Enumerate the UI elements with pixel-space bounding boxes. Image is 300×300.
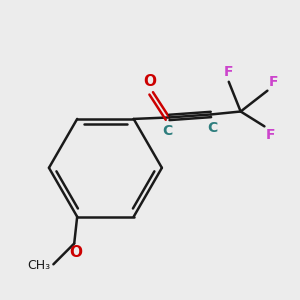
Text: C: C bbox=[207, 121, 218, 135]
Text: O: O bbox=[143, 74, 157, 88]
Text: F: F bbox=[269, 75, 278, 89]
Text: C: C bbox=[163, 124, 173, 138]
Text: O: O bbox=[69, 245, 82, 260]
Text: F: F bbox=[224, 65, 233, 80]
Text: CH₃: CH₃ bbox=[27, 259, 50, 272]
Text: F: F bbox=[266, 128, 275, 142]
